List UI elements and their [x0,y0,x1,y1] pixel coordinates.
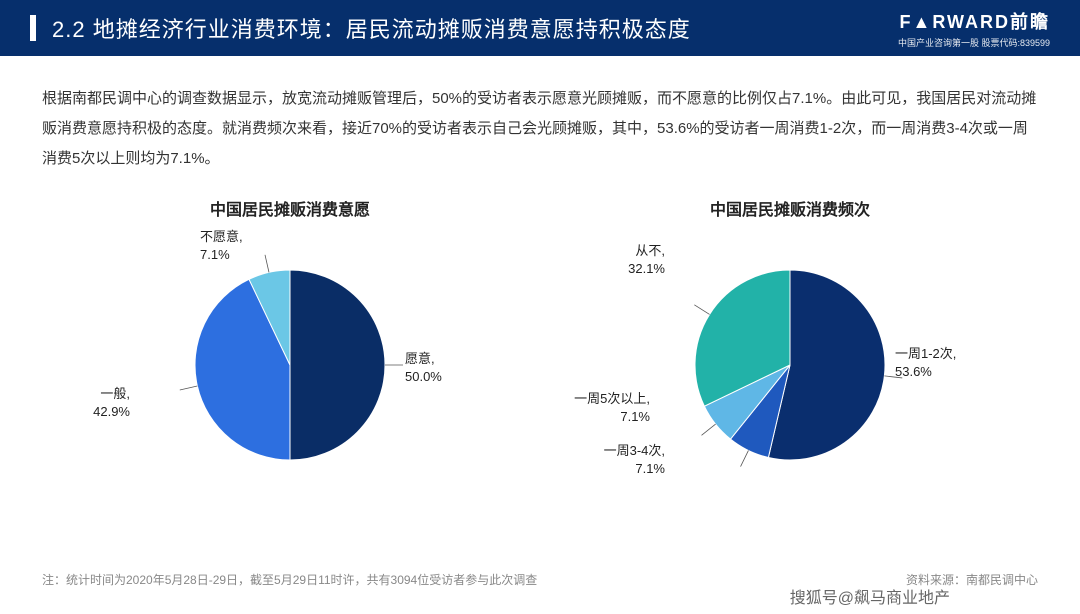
pie-right-wrap: 一周1-2次,53.6% 一周3-4次,7.1% 一周5次以上,7.1% 从不,32.… [560,230,1020,490]
paragraph-text: 根据南都民调中心的调查数据显示，放宽流动摊贩管理后，50%的受访者表示愿意光顾摊… [0,56,1080,186]
section-number: 2.2 [52,17,86,42]
title-text: 地摊经济行业消费环境：居民流动摊贩消费意愿持积极态度 [93,17,691,42]
pie-left-wrap: 愿意,50.0% 一般,42.9% 不愿意,7.1% [60,230,520,490]
chart-left: 中国居民摊贩消费意愿 愿意,50.0% 一般,42.9% 不愿意,7.1% [60,196,520,490]
pie-left-leader-2 [265,255,269,273]
footnote-text: 注：统计时间为2020年5月28日-29日，截至5月29日11时许，共有3094… [42,571,537,588]
pie-right-label-1: 一周3-4次,7.1% [604,442,665,477]
page-title: 2.2 地摊经济行业消费环境：居民流动摊贩消费意愿持积极态度 [52,12,898,44]
pie-right-label-0: 一周1-2次,53.6% [895,345,956,380]
pie-left-slice-0 [290,270,385,460]
chart-left-title: 中国居民摊贩消费意愿 [60,196,520,220]
charts-row: 中国居民摊贩消费意愿 愿意,50.0% 一般,42.9% 不愿意,7.1% 中国居民… [0,186,1080,490]
pie-left-label-1: 一般,42.9% [93,385,130,420]
brand-logo: F▲RWARD前瞻 [898,8,1050,34]
pie-right-leader-2 [702,424,716,435]
pie-right-leader-1 [741,450,749,466]
chart-right: 中国居民摊贩消费频次 一周1-2次,53.6% 一周3-4次,7.1% 一周5次以上… [560,196,1020,490]
accent-bar [30,15,36,41]
chart-right-title: 中国居民摊贩消费频次 [560,196,1020,220]
header-bar: 2.2 地摊经济行业消费环境：居民流动摊贩消费意愿持积极态度 F▲RWARD前瞻… [0,0,1080,56]
pie-left-leader-1 [180,386,198,390]
pie-left-label-2: 不愿意,7.1% [200,228,243,263]
pie-right-label-2: 一周5次以上,7.1% [574,390,650,425]
pie-right-leader-3 [694,305,709,315]
pie-left-label-0: 愿意,50.0% [405,350,442,385]
pie-left-svg [60,230,520,490]
brand-subtitle: 中国产业咨询第一股 股票代码:839599 [898,36,1050,49]
brand-block: F▲RWARD前瞻 中国产业咨询第一股 股票代码:839599 [898,8,1050,49]
watermark-text: 搜狐号@飙马商业地产 [790,584,950,608]
pie-right-label-3: 从不,32.1% [628,242,665,277]
